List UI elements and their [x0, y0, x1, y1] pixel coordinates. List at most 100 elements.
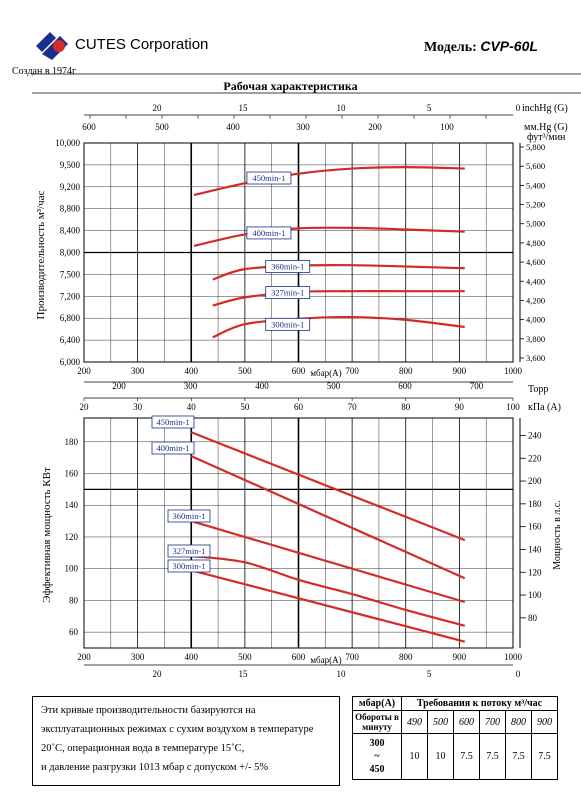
table-pressure-cell: 800 [505, 710, 532, 734]
kpa-tick-label: 100 [506, 402, 520, 412]
mmhg-tick-label: 500 [155, 122, 169, 132]
x-tick-label: 1000 [504, 652, 523, 662]
table-header-pressure: мбар(A) [352, 696, 402, 711]
company-name: CUTES Corporation [75, 36, 209, 53]
x-tick-label: 300 [131, 652, 145, 662]
mmhg-tick-label: 400 [226, 122, 240, 132]
series-label-box [246, 171, 292, 185]
series-line [212, 290, 465, 307]
torr-tick-label: 200 [112, 381, 126, 391]
series-line [190, 455, 466, 580]
y-right-tick-label: 160 [528, 522, 542, 532]
series-line [212, 264, 465, 281]
mmhg-tick-label: 300 [296, 122, 310, 132]
y-right-tick-label: 5,600 [526, 161, 545, 171]
y-right-tick-label: 3,600 [526, 353, 545, 363]
y-right-tick-label: 200 [528, 476, 542, 486]
series-line [193, 226, 465, 248]
y-right-tick-label: 5,200 [526, 200, 545, 210]
series-line [190, 520, 466, 604]
y-right-tick-label: 220 [528, 453, 542, 463]
x-tick-label: 500 [238, 652, 252, 662]
y-right-tick-label: 5,800 [526, 142, 545, 152]
note-line: и давление разгрузки 1013 мбар с допуско… [41, 762, 269, 773]
y-tick-label: 8,000 [60, 248, 81, 258]
mmhg-tick-label: 100 [440, 122, 454, 132]
x-tick-label: 700 [345, 652, 359, 662]
note-line: эксплуатационных режимах с сухим воздухо… [41, 724, 314, 735]
table-value-cell: 10 [401, 733, 428, 780]
inhg-tick-label: 5 [427, 103, 432, 113]
series-line [193, 165, 465, 197]
table-header-title: Требования к потоку м³/час [401, 696, 558, 711]
series-label: 360min-1 [271, 262, 304, 272]
mmhg-tick-label: 200 [368, 122, 382, 132]
performance-charts: 200 300 400 500 600 700 800 900 10006,0006,4006,… [32, 73, 581, 679]
torr-tick-label: 400 [255, 381, 269, 391]
table-value-cell: 7.5 [453, 733, 480, 780]
series-label: 450min-1 [252, 173, 285, 183]
note-line: Эти кривые производительности базируются… [41, 705, 256, 716]
y-tick-label: 160 [65, 469, 79, 479]
inhg-tick-label: 20 [153, 669, 163, 679]
y-right-tick-label: 100 [528, 590, 542, 600]
y-axis-label: Производительность м³/час [35, 190, 47, 319]
kpa-tick-label: 70 [348, 402, 358, 412]
series-label: 300min-1 [271, 319, 304, 329]
torr-tick-label: 500 [327, 381, 341, 391]
flow-requirements-table: мбар(A) Требования к потоку м³/час Оборо… [352, 696, 558, 780]
y-right-tick-label: 240 [528, 430, 542, 440]
y-right-tick-label: 180 [528, 499, 542, 509]
table-value-cell: 10 [427, 733, 454, 780]
y-tick-label: 9,500 [60, 160, 81, 170]
y-axis-label: Эффективная мощность КВт [41, 467, 53, 603]
y-right-tick-label: 80 [528, 613, 538, 623]
y-tick-label: 100 [65, 564, 79, 574]
torr-tick-label: 600 [398, 381, 412, 391]
y-right-axis-label: Мощность в л.с. [552, 500, 563, 569]
x-tick-label: 900 [453, 652, 467, 662]
series-line [212, 315, 465, 339]
y-tick-label: 80 [69, 595, 79, 605]
mmhg-tick-label: 600 [82, 122, 96, 132]
y-tick-label: 8,800 [60, 204, 81, 214]
torr-tick-label: 300 [184, 381, 198, 391]
series-label-box [151, 415, 195, 429]
y-right-tick-label: 140 [528, 544, 542, 554]
x-tick-label: 700 [345, 366, 359, 376]
inhg-tick-label: 15 [239, 103, 249, 113]
y-tick-label: 7,200 [60, 291, 81, 301]
company-logo [36, 32, 68, 60]
y-tick-label: 180 [65, 437, 79, 447]
inhg-tick-label: 0 [516, 103, 521, 113]
y-right-tick-label: 4,400 [526, 276, 545, 286]
x-tick-label: 200 [77, 652, 91, 662]
inhg-axis-label: inchHg (G) [522, 103, 568, 114]
table-header-rpm: Обороты в минуту [352, 710, 402, 734]
table-pressure-cell: 490 [401, 710, 428, 734]
x-tick-label: 800 [399, 652, 413, 662]
y-right-tick-label: 5,000 [526, 219, 545, 229]
x-axis-label: мбар(A) [310, 655, 341, 665]
chart-title: Рабочая характеристика [223, 79, 358, 93]
mmhg-axis-label: мм.Hg (G) [524, 122, 568, 133]
y-tick-label: 6,400 [60, 335, 81, 345]
series-label: 400min-1 [252, 228, 285, 238]
torr-tick-label: 700 [470, 381, 484, 391]
notes-box: Эти кривые производительности базируются… [32, 696, 340, 786]
inhg-tick-label: 10 [337, 669, 347, 679]
series-label-box [265, 317, 311, 331]
y-tick-label: 7,500 [60, 269, 81, 279]
kpa-tick-label: 80 [401, 402, 411, 412]
series-label-box [265, 260, 311, 273]
y-right-tick-label: 4,600 [526, 257, 545, 267]
series-label-box [151, 441, 195, 455]
series-label: 327min-1 [271, 288, 304, 298]
kpa-tick-label: 20 [80, 402, 90, 412]
y-right-tick-label: 4,800 [526, 238, 545, 248]
series-line [191, 554, 466, 627]
inhg-tick-label: 10 [337, 103, 347, 113]
kpa-tick-label: 50 [240, 402, 250, 412]
x-axis-label: мбар(A) [310, 368, 341, 378]
y-right-tick-label: 4,200 [526, 295, 545, 305]
